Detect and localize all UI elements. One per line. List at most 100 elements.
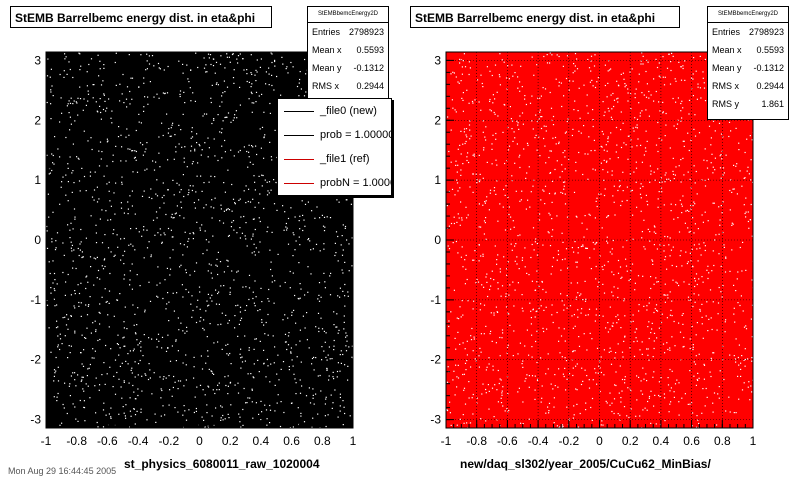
left-point <box>53 396 55 398</box>
right-point <box>602 133 604 135</box>
left-y-tick-label: -2 <box>30 353 41 367</box>
left-point <box>69 68 71 71</box>
left-point <box>239 319 242 321</box>
left-point <box>339 393 341 395</box>
right-point <box>750 203 752 206</box>
left-point <box>292 426 294 428</box>
right-point <box>602 268 604 271</box>
right-point <box>693 165 695 167</box>
right-point <box>494 384 496 386</box>
left-point <box>212 65 215 67</box>
right-point <box>689 403 691 405</box>
left-point <box>151 393 153 395</box>
right-point <box>556 54 558 56</box>
right-point <box>653 100 655 102</box>
left-point <box>308 347 310 349</box>
right-point <box>517 391 519 393</box>
right-point <box>492 365 494 367</box>
right-point <box>751 391 753 393</box>
left-point <box>208 368 210 370</box>
right-point <box>718 122 721 124</box>
left-point <box>227 235 230 237</box>
left-point <box>160 415 162 417</box>
right-point <box>627 92 629 94</box>
right-point <box>744 212 746 215</box>
left-point <box>143 226 145 228</box>
right-point <box>682 313 684 315</box>
right-point <box>500 402 503 404</box>
left-point <box>86 314 89 316</box>
left-point <box>168 320 170 322</box>
right-point <box>650 170 652 172</box>
left-point <box>74 216 76 218</box>
right-point <box>712 120 715 122</box>
right-point <box>566 295 568 297</box>
right-point <box>680 120 682 122</box>
left-point <box>131 190 133 192</box>
right-point <box>591 79 593 81</box>
right-point <box>535 134 537 136</box>
right-point <box>617 272 620 274</box>
right-point <box>566 120 568 123</box>
right-point <box>700 254 702 256</box>
left-point <box>287 317 289 319</box>
left-point <box>283 229 285 231</box>
left-point <box>102 426 105 428</box>
right-point <box>567 267 569 269</box>
left-point <box>108 413 110 415</box>
right-point <box>620 146 623 149</box>
right-point <box>579 294 581 297</box>
left-point <box>102 409 105 411</box>
right-point <box>680 66 682 68</box>
right-point <box>455 364 457 366</box>
right-point <box>635 337 637 339</box>
left-point <box>224 116 226 119</box>
left-point <box>125 98 128 100</box>
right-point <box>479 173 481 175</box>
right-point <box>678 382 680 384</box>
right-point <box>475 173 477 175</box>
right-point <box>488 357 490 359</box>
right-point <box>670 401 672 403</box>
right-point <box>537 97 539 99</box>
right-point <box>466 156 468 158</box>
right-point <box>571 247 573 249</box>
right-point <box>548 402 551 404</box>
right-point <box>575 215 577 217</box>
right-point <box>470 339 473 341</box>
left-point <box>78 305 80 307</box>
right-point <box>551 304 553 306</box>
left-point <box>65 174 67 176</box>
right-point <box>601 266 603 268</box>
left-point <box>208 263 210 265</box>
left-point <box>323 243 325 245</box>
right-point <box>748 173 750 175</box>
left-point <box>323 350 325 352</box>
right-point <box>546 328 548 330</box>
right-point <box>488 363 490 365</box>
left-point <box>193 202 195 204</box>
left-point <box>68 385 70 387</box>
left-point <box>93 84 95 86</box>
right-point <box>669 291 671 293</box>
left-point <box>161 336 164 338</box>
right-point <box>453 216 455 218</box>
left-point <box>251 252 253 254</box>
left-point <box>133 408 135 410</box>
left-point <box>57 326 59 328</box>
left-point <box>239 86 241 88</box>
left-point <box>81 363 83 365</box>
right-point <box>511 128 513 130</box>
right-point <box>530 317 532 319</box>
right-point <box>514 245 516 247</box>
left-point <box>223 271 225 273</box>
left-point <box>214 72 216 74</box>
left-point <box>292 272 294 274</box>
left-point <box>208 181 210 183</box>
right-point <box>516 143 518 145</box>
right-point <box>606 240 608 242</box>
right-point <box>564 132 566 134</box>
right-point <box>613 398 616 400</box>
left-point <box>298 82 300 84</box>
left-point <box>204 230 206 232</box>
